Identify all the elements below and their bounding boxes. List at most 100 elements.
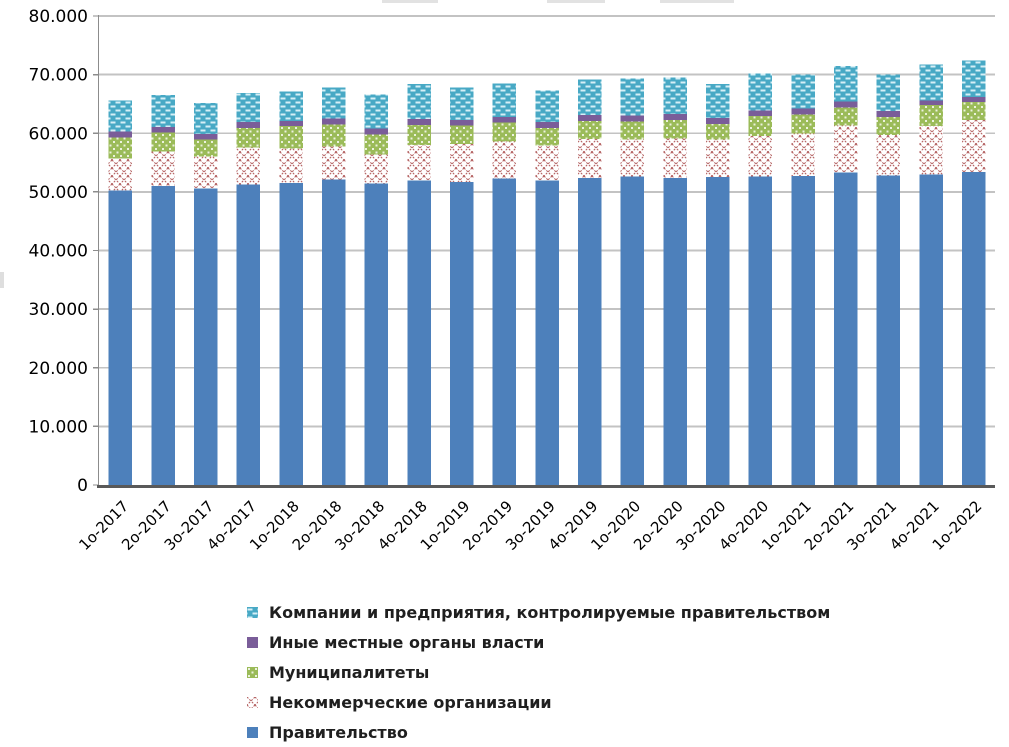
bar-segment [577, 115, 602, 121]
bar-segment [833, 107, 858, 126]
legend-item: Муниципалитеты [247, 657, 830, 687]
bar-segment [620, 121, 645, 140]
legend-item: Иные местные органы власти [247, 627, 830, 657]
legend-swatch-icon [247, 636, 258, 648]
bar-segment [535, 127, 559, 146]
legend-swatch-icon [247, 726, 258, 738]
bar-segment [407, 125, 431, 145]
bar-segment [876, 116, 901, 136]
y-tick-label: 40.000 [29, 242, 88, 262]
bar-segment [151, 151, 175, 187]
bar-segment [919, 64, 943, 101]
bar-segment [492, 141, 517, 179]
bar-segment [791, 114, 815, 134]
bar-segment [961, 102, 986, 120]
bar-segment [321, 146, 346, 180]
bar-segment [407, 84, 431, 120]
bar-segment [748, 136, 773, 177]
bar-segment [364, 183, 389, 486]
cropped-title-remnant [382, 0, 438, 3]
bar-segment [108, 137, 133, 159]
bar-segment [663, 138, 687, 178]
bar-segment [236, 147, 261, 185]
bar-segment [620, 139, 645, 177]
bar-segment [577, 139, 602, 178]
bar-segment [108, 158, 133, 191]
bar-segment [791, 108, 815, 115]
bar-segment [748, 116, 773, 137]
bar-segment [151, 186, 175, 485]
y-tick-label: 10.000 [29, 417, 88, 437]
bar-segment [535, 180, 559, 485]
bar-segment [108, 100, 133, 132]
legend-item: Правительство [247, 717, 830, 747]
bar-segment [151, 126, 175, 133]
cropped-title-remnant [660, 0, 734, 3]
y-tick-label: 60.000 [29, 124, 88, 144]
bar-segment [876, 74, 901, 111]
bar-segment [407, 144, 431, 181]
bar-segment [876, 110, 901, 117]
bar-segment [535, 90, 559, 123]
bar-segment [151, 132, 175, 152]
bar-segment [833, 125, 858, 173]
bar-segment [791, 133, 815, 177]
bar-segment [961, 60, 986, 97]
bar-segment [833, 172, 858, 485]
bar-segment [705, 118, 730, 124]
bar-segment [321, 118, 346, 125]
legend-label: Иные местные органы власти [269, 632, 545, 652]
legend-label: Муниципалитеты [269, 662, 430, 682]
bar-segment [663, 177, 687, 485]
bar-segment [364, 128, 389, 135]
bar-segment [321, 87, 346, 119]
legend-item: Некоммерческие организации [247, 687, 830, 717]
bar-segment [705, 123, 730, 140]
bar-segment [577, 120, 602, 140]
bar-segment [492, 116, 517, 123]
bar-segment [236, 184, 261, 485]
y-tick-label: 70.000 [29, 66, 88, 86]
bar-segment [535, 145, 559, 181]
bar-segment [321, 124, 346, 147]
bar-segment [620, 78, 645, 116]
bar-segment [620, 176, 645, 485]
bar-segment [108, 190, 133, 485]
bar-segment [492, 178, 517, 486]
bar-segment [492, 83, 517, 117]
bar-segment [705, 84, 730, 119]
legend-item: Компании и предприятия, контролируемые п… [247, 597, 830, 627]
bar-segment [705, 177, 730, 485]
bar-segment [236, 92, 261, 123]
bar-segment [151, 95, 175, 127]
bar-segment [492, 122, 517, 142]
bar-segment [279, 120, 303, 127]
legend-swatch-icon [247, 666, 258, 678]
chart-legend: Компании и предприятия, контролируемые п… [247, 597, 830, 747]
bar-segment [236, 127, 261, 148]
legend-label: Некоммерческие организации [269, 692, 552, 712]
bar-segment [407, 119, 431, 126]
bar-segment [449, 181, 474, 485]
bar-segment [961, 96, 986, 103]
bar-segment [279, 91, 303, 121]
y-tick-label: 80.000 [29, 7, 88, 27]
legend-swatch-icon [247, 696, 258, 708]
bar-segment [919, 174, 943, 485]
legend-label: Правительство [269, 722, 408, 742]
bar-segment [961, 119, 986, 172]
bar-segment [364, 94, 389, 129]
bar-segment [108, 131, 133, 138]
y-tick-label: 0 [77, 476, 88, 496]
bar-segment [919, 100, 943, 106]
bar-segment [577, 79, 602, 116]
bar-segment [961, 171, 986, 485]
bar-segment [577, 177, 602, 485]
bar-segment [279, 148, 303, 184]
bar-segment [236, 122, 261, 128]
bar-segment [449, 143, 474, 182]
bar-segment [449, 87, 474, 120]
bar-segment [705, 139, 730, 178]
bar-segment [449, 125, 474, 144]
